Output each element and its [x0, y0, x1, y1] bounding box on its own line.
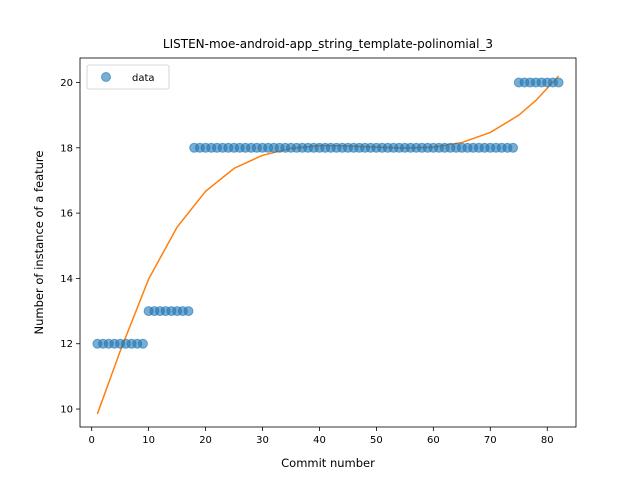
legend: data	[86, 64, 170, 90]
x-tick-label: 30	[256, 435, 269, 446]
y-tick-label: 12	[60, 339, 73, 350]
legend-marker-data	[101, 72, 111, 82]
x-axis-label: Commit number	[281, 456, 375, 470]
x-axis-ticks: 0 10 20 30 40 50 60 70 80	[88, 427, 554, 446]
x-tick-label: 50	[370, 435, 383, 446]
x-tick-label: 10	[142, 435, 155, 446]
plot-frame	[79, 57, 577, 428]
data-point	[508, 142, 519, 153]
y-tick-label: 10	[60, 405, 73, 416]
chart-title: LISTEN-moe-android-app_string_template-p…	[163, 37, 493, 51]
data-points-layer	[92, 77, 564, 349]
x-tick-label: 70	[484, 435, 497, 446]
y-tick-label: 20	[60, 78, 73, 89]
y-tick-label: 14	[60, 274, 73, 285]
plot-area	[80, 58, 576, 427]
x-tick-label: 0	[88, 435, 94, 446]
legend-label-data: data	[132, 73, 155, 84]
x-tick-label: 20	[199, 435, 212, 446]
y-tick-label: 18	[60, 143, 73, 154]
x-tick-label: 60	[427, 435, 440, 446]
data-point	[137, 338, 148, 349]
legend-box	[86, 64, 170, 90]
y-tick-label: 16	[60, 209, 73, 220]
y-axis-label: Number of instance of a feature	[32, 151, 46, 335]
data-point	[553, 77, 564, 88]
y-axis-ticks: 10 12 14 16 18 20	[60, 78, 80, 416]
x-tick-label: 40	[313, 435, 326, 446]
data-point	[183, 306, 194, 317]
x-tick-label: 80	[541, 435, 554, 446]
